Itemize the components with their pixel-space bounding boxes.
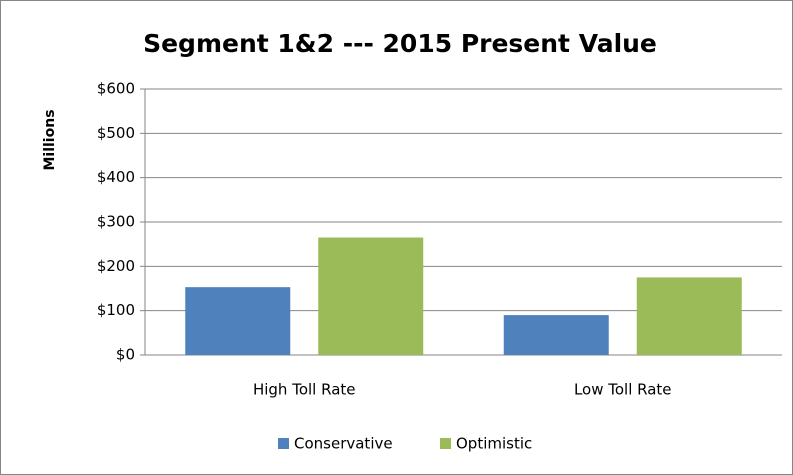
chart-title: Segment 1&2 --- 2015 Present Value <box>143 29 657 58</box>
y-tick-label: $600 <box>97 80 135 98</box>
bar <box>503 315 609 355</box>
legend-swatch <box>440 438 451 449</box>
legend-label: Conservative <box>294 435 393 453</box>
bar <box>636 277 742 355</box>
bar <box>185 287 291 355</box>
x-tick-label: High Toll Rate <box>253 381 356 399</box>
legend-label: Optimistic <box>456 435 532 453</box>
y-tick-label: $300 <box>97 213 135 231</box>
y-tick-label: $400 <box>97 168 135 186</box>
x-tick-label: Low Toll Rate <box>574 381 672 399</box>
legend-swatch <box>278 438 289 449</box>
bar <box>318 237 424 355</box>
y-tick-label: $200 <box>97 257 135 275</box>
y-tick-label: $0 <box>116 346 135 364</box>
y-axis-label: Millions <box>42 109 58 170</box>
y-tick-label: $500 <box>97 124 135 142</box>
y-tick-label: $100 <box>97 301 135 319</box>
